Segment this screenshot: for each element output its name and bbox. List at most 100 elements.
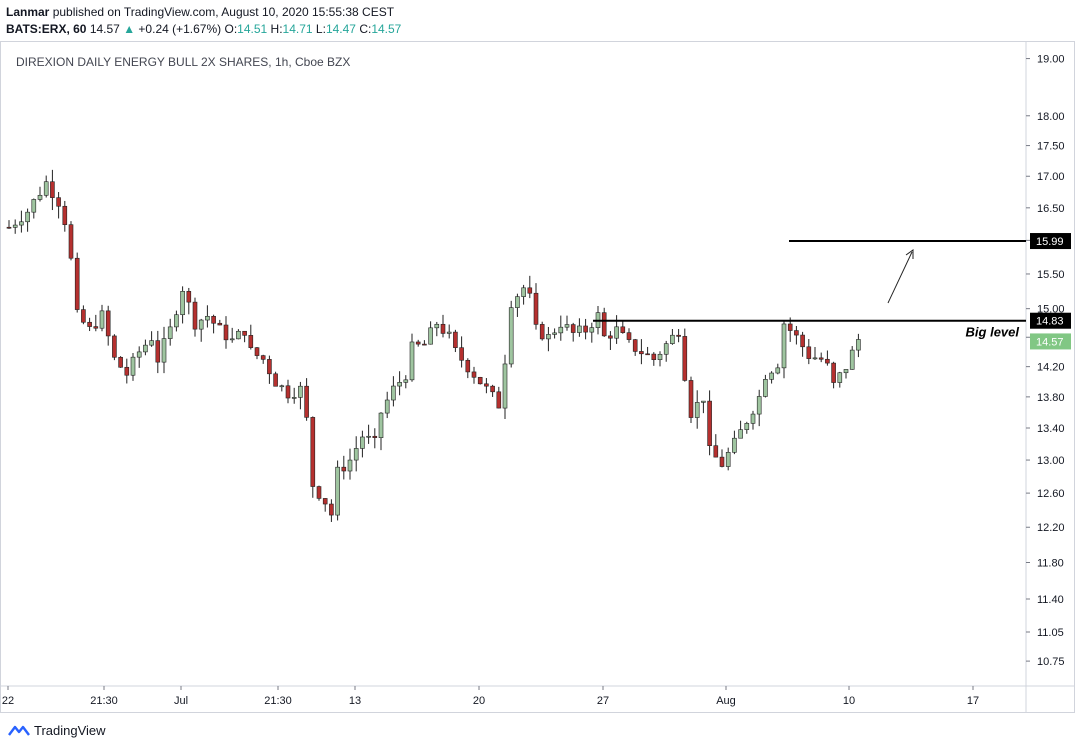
candle-body (37, 194, 43, 200)
tradingview-logo-icon (8, 725, 30, 736)
y-tick-label: 13.40 (1037, 423, 1065, 435)
candle-body (589, 327, 595, 333)
candle-body (508, 307, 514, 365)
candle-body (825, 358, 830, 364)
y-tick-label: 11.40 (1037, 594, 1064, 606)
candle-body (837, 372, 843, 383)
candle-body (316, 486, 322, 499)
candle-body (750, 413, 756, 424)
candle-body (180, 291, 185, 316)
candle-body (130, 356, 136, 376)
candle-body (651, 353, 657, 360)
candle-body (496, 391, 502, 409)
candle-body (248, 335, 254, 348)
candle-body (502, 363, 508, 409)
candle-body (719, 456, 725, 467)
candle-body (25, 211, 30, 223)
candle-body (279, 385, 285, 388)
candle-body (694, 402, 700, 418)
x-tick-label: 27 (597, 695, 609, 707)
candle-body (329, 503, 334, 516)
y-tick-label: 14.20 (1037, 362, 1065, 374)
candle-body (12, 224, 18, 228)
candle-body (856, 339, 861, 351)
candle-body (645, 353, 650, 356)
candle-body (446, 331, 452, 334)
candle-body (19, 221, 24, 226)
candle-body (744, 423, 750, 430)
candle-body (205, 315, 210, 321)
publish-text: published on TradingView.com, August 10,… (52, 5, 395, 19)
candle-body (254, 347, 260, 356)
close-value: 14.57 (371, 22, 402, 36)
candle-body (347, 459, 353, 472)
y-tick-label: 13.00 (1037, 455, 1065, 467)
candle-body (422, 343, 427, 346)
candle-body (818, 357, 824, 360)
y-tick-label: 17.50 (1037, 141, 1065, 153)
candle-body (341, 466, 347, 472)
footer-brand-label: TradingView (34, 722, 106, 738)
candle-body (484, 383, 489, 387)
candle-body (136, 351, 142, 358)
candle-body (453, 331, 458, 348)
candle-body (533, 292, 539, 325)
candle-body (167, 326, 173, 339)
candle-body (831, 362, 836, 383)
x-tick-label: 10 (843, 695, 855, 707)
candle-body (769, 372, 774, 380)
big-level-annotation: Big level (966, 325, 1020, 340)
candle-body (663, 343, 669, 355)
candle-body (781, 323, 787, 369)
candle-body (459, 347, 464, 361)
candle-body (149, 340, 154, 346)
low-value: 14.47 (325, 22, 356, 36)
candle-body (105, 310, 111, 337)
x-tick-label: 22 (2, 695, 14, 707)
candle-body (415, 341, 421, 345)
candle-body (223, 324, 229, 341)
candle-body (577, 325, 582, 333)
price-tag-last-bg (1030, 333, 1071, 350)
price-tag-15-99: 15.99 (1036, 236, 1064, 248)
candle-body (657, 353, 663, 360)
candle-body (539, 324, 545, 340)
candle-body (763, 379, 768, 397)
high-label: H: (270, 22, 283, 36)
chart-title: DIREXION DAILY ENERGY BULL 2X SHARES, 1h… (16, 55, 351, 69)
y-tick-label: 11.80 (1037, 558, 1064, 570)
candle-body (93, 326, 99, 329)
candle-body (291, 397, 297, 399)
chart-frame (0, 41, 1075, 713)
candle-body (639, 351, 644, 355)
candle-body (174, 314, 179, 328)
low-label: L: (315, 22, 326, 36)
x-tick-label: 17 (967, 695, 979, 707)
up-arrow-icon: ▲ (123, 22, 136, 36)
candle-body (285, 385, 291, 399)
candle-body (124, 366, 130, 376)
arrow-head-icon (905, 249, 914, 259)
candle-body (112, 335, 117, 358)
author-name[interactable]: Lanmar (6, 5, 50, 19)
candle-body (397, 382, 402, 387)
x-tick-label: Jul (174, 695, 188, 707)
y-tick-label: 15.50 (1037, 269, 1065, 281)
candle-body (806, 346, 812, 359)
candle-body (56, 197, 61, 207)
candle-body (87, 321, 92, 327)
open-value: 14.51 (237, 22, 268, 36)
candle-body (812, 357, 818, 360)
candle-body (632, 339, 638, 352)
candle-body (192, 301, 198, 330)
candle-body (409, 341, 415, 381)
publish-info: Lanmar published on TradingView.com, Aug… (6, 5, 394, 19)
y-tick-label: 13.80 (1037, 392, 1065, 404)
candle-body (570, 324, 576, 333)
candle-body (800, 334, 805, 348)
y-tick-label: 15.00 (1037, 304, 1065, 316)
candle-body (787, 323, 793, 331)
candle-body (143, 344, 148, 353)
footer-brand[interactable]: TradingView (8, 721, 106, 739)
